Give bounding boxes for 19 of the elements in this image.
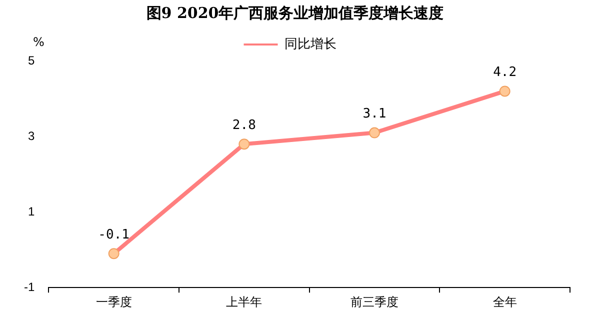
y-tick-label: 5 — [28, 53, 35, 68]
data-label: 4.2 — [493, 65, 517, 80]
chart-title: 图9 2020年广西服务业增加值季度增长速度 — [145, 4, 445, 23]
y-tick-label: 3 — [28, 128, 35, 143]
data-label: 2.8 — [232, 118, 256, 133]
data-label: 3.1 — [362, 106, 386, 122]
point — [108, 248, 120, 260]
y-tick-label: 1 — [28, 204, 35, 218]
y-tick-label: -1 — [24, 280, 35, 294]
x-tick-label: 前三季度 — [350, 295, 398, 310]
legend-label: 同比增长 — [284, 36, 336, 52]
y-axis-title: % — [32, 35, 44, 50]
x-tick-label: 一季度 — [96, 295, 132, 310]
point — [238, 138, 250, 150]
point — [499, 86, 510, 97]
data-label: -0.1 — [98, 227, 130, 242]
x-tick-label: 上半年 — [226, 295, 262, 310]
point — [369, 127, 380, 138]
x-tick-label: 全年 — [492, 295, 517, 310]
